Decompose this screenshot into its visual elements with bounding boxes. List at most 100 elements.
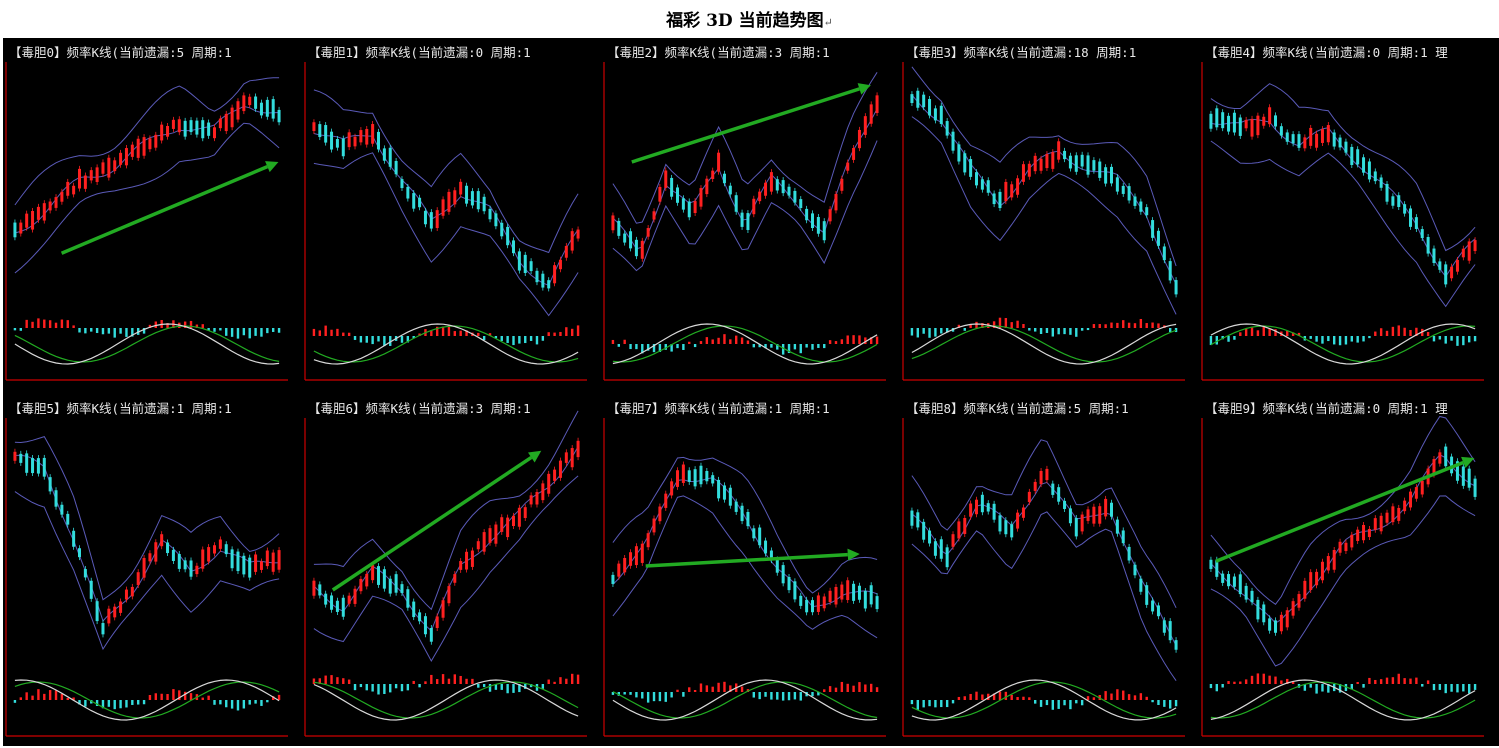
candle-body bbox=[195, 120, 199, 135]
candle-body bbox=[142, 137, 146, 156]
candle-body bbox=[166, 542, 170, 554]
candle-body bbox=[429, 628, 433, 642]
candle-body bbox=[1010, 524, 1014, 538]
indicator-bar bbox=[1374, 331, 1377, 336]
candle-body bbox=[717, 152, 721, 172]
candle-body bbox=[48, 201, 52, 211]
candle-body bbox=[1063, 150, 1067, 160]
candle-body bbox=[1215, 559, 1219, 577]
indicator-bar bbox=[858, 682, 861, 692]
candle-body bbox=[277, 550, 281, 570]
indicator-bar bbox=[524, 336, 527, 344]
upper-band-line bbox=[313, 89, 579, 254]
candle-body bbox=[1080, 154, 1084, 167]
candle-body bbox=[400, 584, 404, 594]
candle-body bbox=[54, 490, 58, 507]
candle-body bbox=[933, 541, 937, 556]
candle-body bbox=[271, 99, 275, 119]
indicator-bar bbox=[453, 331, 457, 336]
indicator-bar bbox=[1262, 327, 1265, 336]
candle-body bbox=[42, 203, 46, 221]
chart-panel-6: 【毒胆6】频率K线(当前遗漏:3 周期:1 bbox=[302, 394, 599, 748]
indicator-bar bbox=[136, 328, 140, 335]
indicator-bar bbox=[101, 328, 105, 335]
indicator-bar bbox=[201, 324, 204, 328]
indicator-bar bbox=[142, 700, 146, 705]
indicator-white-line bbox=[1210, 679, 1476, 721]
indicator-bar bbox=[166, 694, 169, 700]
indicator-bar bbox=[183, 321, 187, 328]
candle-body bbox=[1309, 127, 1313, 146]
candle-body bbox=[576, 229, 580, 239]
indicator-bar bbox=[840, 681, 844, 692]
candle-body bbox=[1209, 113, 1213, 129]
candle-body bbox=[1362, 157, 1366, 173]
candle-body bbox=[705, 470, 709, 482]
indicator-bar bbox=[1022, 324, 1025, 328]
indicator-bar bbox=[910, 700, 914, 705]
candle-body bbox=[1244, 119, 1248, 129]
candle-body bbox=[78, 168, 81, 189]
candle-body bbox=[1338, 137, 1342, 148]
candle-body bbox=[1256, 599, 1260, 620]
candle-body bbox=[693, 201, 697, 214]
indicator-bar bbox=[1244, 328, 1248, 336]
indicator-bar bbox=[447, 678, 451, 684]
indicator-bar bbox=[869, 683, 873, 692]
indicator-bar bbox=[271, 328, 275, 332]
indicator-bar bbox=[1239, 332, 1242, 336]
indicator-bar bbox=[1039, 328, 1043, 334]
candle-body bbox=[130, 586, 134, 597]
indicator-green-line bbox=[1210, 325, 1476, 363]
indicator-bar bbox=[1063, 328, 1066, 335]
candle-body bbox=[1168, 261, 1172, 281]
candle-body bbox=[1016, 512, 1020, 529]
indicator-bar bbox=[717, 337, 720, 344]
candle-body bbox=[676, 470, 679, 487]
candle-body bbox=[1467, 241, 1471, 261]
indicator-bar bbox=[1444, 336, 1447, 344]
indicator-bar bbox=[875, 336, 879, 344]
candle-body bbox=[1397, 195, 1401, 208]
candle-body bbox=[1303, 137, 1307, 149]
indicator-bar bbox=[430, 330, 433, 336]
candle-body bbox=[1068, 155, 1072, 169]
candle-body bbox=[611, 574, 615, 584]
candle-body bbox=[1409, 491, 1412, 508]
indicator-bar bbox=[189, 320, 193, 328]
indicator-bar bbox=[1409, 330, 1412, 336]
indicator-bar bbox=[1467, 336, 1471, 343]
indicator-bar bbox=[951, 700, 955, 704]
panel-chart-svg bbox=[902, 418, 1185, 737]
candle-body bbox=[1039, 158, 1043, 171]
indicator-bar bbox=[1356, 681, 1359, 684]
indicator-bar bbox=[1092, 324, 1096, 328]
candle-body bbox=[394, 574, 398, 593]
candle-body bbox=[1057, 141, 1061, 160]
indicator-bar bbox=[992, 321, 996, 328]
upper-band-line bbox=[14, 435, 280, 601]
candle-body bbox=[1262, 116, 1266, 126]
indicator-bar bbox=[729, 685, 732, 692]
indicator-bar bbox=[312, 328, 316, 336]
indicator-bar bbox=[48, 320, 52, 328]
indicator-bar bbox=[611, 339, 615, 344]
candle-body bbox=[154, 134, 158, 148]
candle-body bbox=[969, 159, 973, 177]
indicator-bar bbox=[524, 684, 527, 689]
indicator-bar bbox=[635, 692, 638, 698]
candle-body bbox=[130, 144, 134, 157]
candle-body bbox=[453, 190, 457, 205]
indicator-bar bbox=[1133, 323, 1137, 328]
indicator-bar bbox=[1444, 684, 1447, 694]
candle-body bbox=[775, 179, 779, 191]
indicator-bar bbox=[787, 344, 791, 354]
candle-body bbox=[793, 190, 797, 203]
candle-body bbox=[506, 517, 510, 538]
candle-body bbox=[670, 177, 674, 197]
indicator-bar bbox=[254, 328, 257, 336]
indicator-bar bbox=[693, 689, 697, 692]
candle-body bbox=[1215, 108, 1219, 128]
candle-body bbox=[148, 138, 152, 150]
candle-body bbox=[681, 198, 685, 210]
